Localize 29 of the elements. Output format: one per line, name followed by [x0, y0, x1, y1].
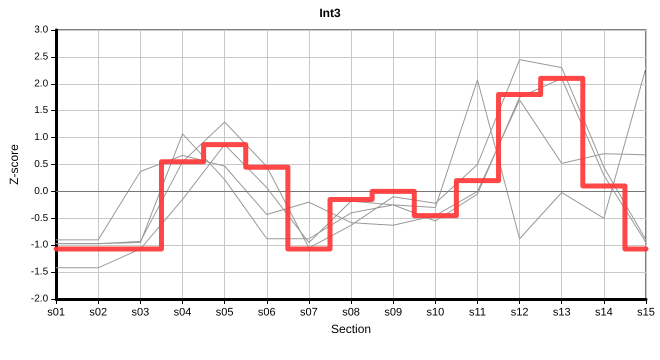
y-axis-title: Z-score: [7, 144, 21, 185]
x-tick-label: s09: [384, 306, 402, 318]
x-tick-label: s13: [552, 306, 571, 318]
x-tick-label: s03: [132, 306, 150, 318]
x-tick-label: s06: [258, 306, 276, 318]
y-tick-label: -1.0: [30, 240, 49, 251]
x-tick-label: s08: [342, 306, 360, 318]
chart-title: Int3: [319, 6, 341, 20]
x-tick-label: s11: [469, 306, 486, 318]
y-tick-label: 2.0: [34, 78, 49, 90]
x-tick-label: s12: [510, 306, 528, 318]
y-tick-label: 0.5: [34, 159, 49, 170]
y-tick-label: -0.5: [30, 212, 49, 224]
y-tick-label: 1.5: [34, 105, 49, 116]
x-tick-label: s07: [300, 306, 318, 318]
x-tick-label: s15: [637, 306, 655, 318]
y-tick-label: 0.0: [34, 186, 49, 197]
x-tick-label: s04: [174, 306, 192, 318]
y-tick-label: -1.5: [30, 266, 49, 278]
x-tick-label: s10: [426, 306, 444, 318]
y-tick-label: 2.5: [34, 51, 49, 62]
x-axis-title: Section: [331, 322, 372, 336]
x-tick-label: s02: [89, 306, 108, 318]
y-tick-label: 1.0: [34, 132, 49, 144]
x-tick-label: s01: [47, 306, 66, 318]
x-tick-label: s14: [594, 306, 613, 318]
y-tick-label: 3.0: [34, 24, 49, 36]
x-tick-label: s05: [216, 306, 234, 318]
y-tick-label: -2.0: [30, 294, 49, 304]
